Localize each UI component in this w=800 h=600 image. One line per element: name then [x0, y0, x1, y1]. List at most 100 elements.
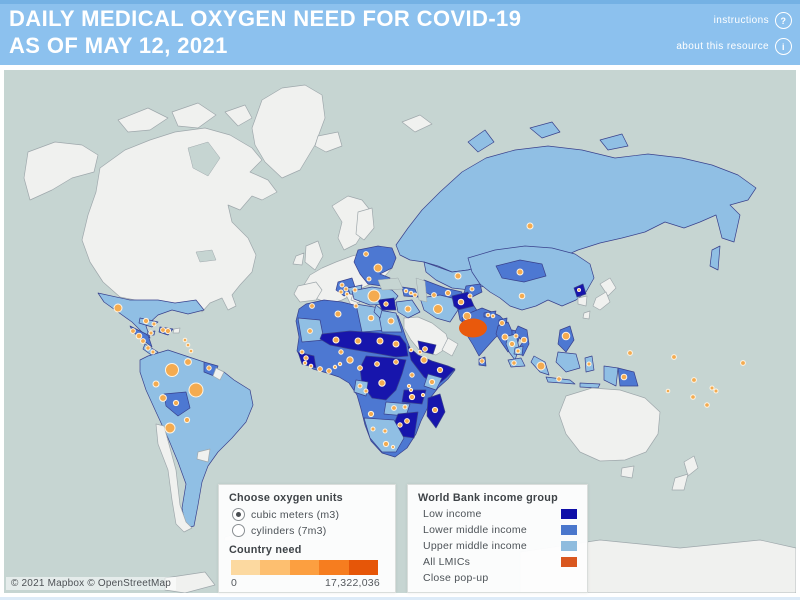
need-marker[interactable]: [408, 347, 414, 353]
need-marker[interactable]: [627, 350, 633, 356]
need-marker[interactable]: [382, 428, 388, 434]
region-iceland[interactable]: [314, 131, 343, 153]
need-marker[interactable]: [183, 416, 191, 424]
need-marker[interactable]: [145, 345, 151, 351]
region-mexico[interactable]: [97, 292, 205, 339]
need-marker[interactable]: [501, 333, 509, 341]
radio-icon[interactable]: [232, 524, 245, 537]
need-marker[interactable]: [303, 355, 309, 361]
need-marker[interactable]: [499, 320, 505, 326]
unit-option-1[interactable]: cylinders (7m3): [232, 524, 385, 537]
region-borneo[interactable]: [555, 351, 581, 373]
need-marker[interactable]: [485, 312, 491, 318]
instructions-button[interactable]: instructions ?: [676, 12, 792, 29]
need-marker[interactable]: [387, 317, 395, 325]
region-lesser-sunda[interactable]: [579, 382, 601, 389]
need-marker[interactable]: [172, 399, 180, 407]
region-arctic-island-2[interactable]: [171, 102, 217, 129]
need-marker[interactable]: [620, 373, 628, 381]
need-marker[interactable]: [526, 222, 534, 230]
need-marker[interactable]: [382, 440, 390, 448]
need-marker[interactable]: [376, 337, 384, 345]
need-marker[interactable]: [337, 361, 343, 367]
need-marker[interactable]: [469, 286, 475, 292]
need-marker[interactable]: [403, 288, 409, 294]
need-marker[interactable]: [332, 336, 340, 344]
need-marker[interactable]: [363, 388, 369, 394]
need-marker[interactable]: [690, 394, 696, 400]
region-novaya-zemlya[interactable]: [467, 129, 495, 153]
need-marker[interactable]: [408, 290, 414, 296]
need-marker[interactable]: [367, 289, 381, 303]
need-marker[interactable]: [428, 378, 436, 386]
close-popup-button[interactable]: Close pop-up: [423, 572, 577, 584]
need-marker[interactable]: [307, 328, 313, 334]
region-tasmania[interactable]: [620, 465, 635, 479]
need-marker[interactable]: [704, 402, 710, 408]
need-marker[interactable]: [392, 340, 400, 348]
need-marker[interactable]: [309, 303, 315, 309]
need-marker[interactable]: [520, 336, 528, 344]
region-puerto-rico[interactable]: [172, 327, 181, 334]
help-icon[interactable]: ?: [775, 12, 792, 29]
need-marker[interactable]: [511, 360, 517, 366]
legend-item[interactable]: All LMICs: [423, 556, 577, 568]
region-chile[interactable]: [155, 423, 193, 533]
need-marker[interactable]: [431, 292, 437, 298]
need-marker[interactable]: [334, 310, 342, 318]
need-marker[interactable]: [343, 286, 349, 292]
need-marker[interactable]: [391, 405, 397, 411]
need-marker[interactable]: [436, 366, 444, 374]
need-marker[interactable]: [404, 305, 412, 313]
need-marker[interactable]: [408, 393, 416, 401]
region-south-korea[interactable]: [577, 295, 588, 307]
need-marker[interactable]: [308, 363, 314, 369]
need-marker[interactable]: [577, 288, 581, 292]
need-marker[interactable]: [184, 358, 192, 366]
need-marker[interactable]: [140, 338, 146, 344]
region-australia[interactable]: [558, 387, 661, 462]
need-marker[interactable]: [373, 263, 383, 273]
need-marker[interactable]: [508, 340, 516, 348]
region-antarctica[interactable]: [519, 539, 796, 593]
region-finland[interactable]: [355, 207, 375, 241]
need-marker[interactable]: [406, 383, 412, 389]
need-marker[interactable]: [390, 444, 396, 450]
map-canvas[interactable]: [4, 70, 796, 593]
need-marker[interactable]: [338, 289, 344, 295]
region-taiwan[interactable]: [582, 310, 591, 320]
region-uk[interactable]: [304, 240, 324, 271]
need-marker[interactable]: [346, 356, 354, 364]
need-marker[interactable]: [454, 272, 462, 280]
need-marker[interactable]: [150, 349, 156, 355]
region-iberia[interactable]: [293, 281, 323, 303]
need-marker[interactable]: [490, 313, 496, 319]
need-marker[interactable]: [353, 303, 359, 309]
region-uruguay[interactable]: [196, 448, 211, 463]
need-marker[interactable]: [393, 359, 399, 365]
need-marker[interactable]: [164, 422, 176, 434]
region-japan-south[interactable]: [592, 291, 611, 311]
region-japan-north[interactable]: [599, 277, 617, 297]
need-marker[interactable]: [671, 354, 677, 360]
need-marker[interactable]: [586, 361, 592, 367]
need-marker[interactable]: [691, 377, 697, 383]
need-marker[interactable]: [402, 404, 408, 410]
need-marker[interactable]: [148, 330, 154, 336]
world-map[interactable]: © 2021 Mapbox © OpenStreetMap Choose oxy…: [4, 70, 796, 593]
region-alaska[interactable]: [23, 141, 99, 201]
need-marker[interactable]: [431, 406, 439, 414]
need-marker[interactable]: [188, 382, 204, 398]
need-marker-india-large[interactable]: [459, 318, 487, 338]
need-marker[interactable]: [152, 380, 160, 388]
need-marker[interactable]: [142, 317, 150, 325]
need-marker[interactable]: [370, 426, 376, 432]
need-marker[interactable]: [665, 388, 671, 394]
region-car-drc[interactable]: [359, 355, 407, 401]
need-marker[interactable]: [713, 388, 719, 394]
region-russia[interactable]: [395, 145, 757, 273]
need-marker[interactable]: [317, 366, 323, 372]
need-marker[interactable]: [513, 333, 519, 339]
region-svalbard[interactable]: [401, 114, 433, 133]
need-marker[interactable]: [326, 368, 332, 374]
